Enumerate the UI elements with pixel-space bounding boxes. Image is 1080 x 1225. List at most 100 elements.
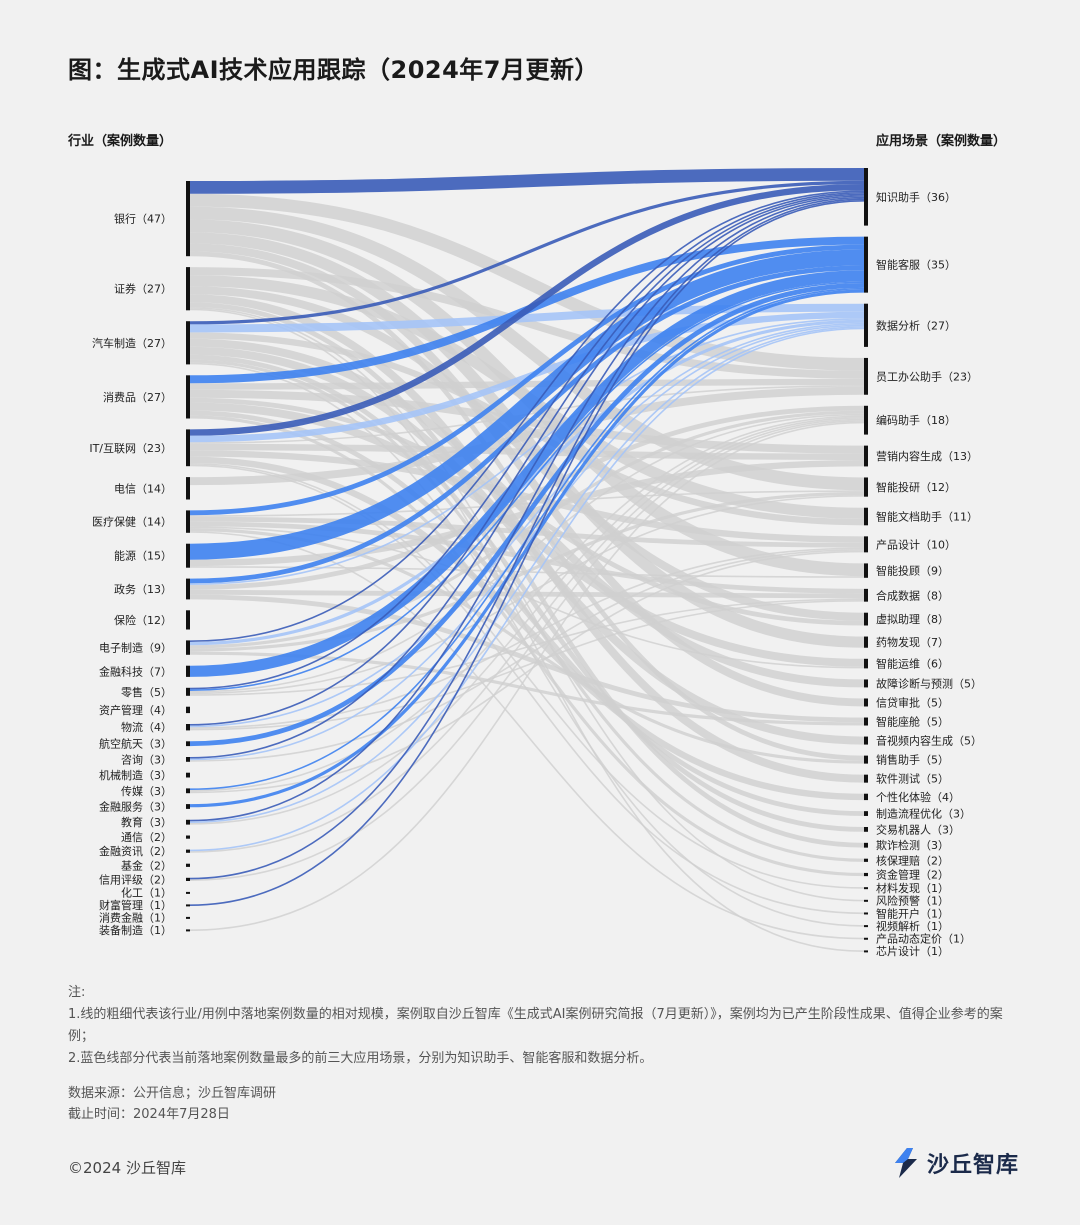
industry-node-8: [186, 578, 190, 600]
flow-top3-14: [189, 180, 865, 325]
flow-56: [189, 491, 865, 652]
scenario-node-25: [864, 872, 868, 877]
flow-16: [189, 332, 865, 526]
scenario-label-9: 智能投顾（9）: [876, 564, 949, 578]
industry-node-13: [186, 706, 190, 714]
industry-node-28: [186, 929, 190, 932]
flow-62: [189, 495, 865, 695]
industry-node-3: [186, 375, 190, 419]
scenario-column-header: 应用场景（案例数量）: [876, 134, 1007, 149]
industry-label-2: 汽车制造（27）: [92, 336, 172, 350]
scenario-label-7: 智能文档助手（11）: [876, 510, 978, 524]
industry-node-17: [186, 772, 190, 778]
flow-84: [189, 421, 865, 931]
industry-label-20: 教育（3）: [121, 815, 172, 829]
flow-top3-69: [189, 195, 865, 759]
flow-top3-75: [189, 289, 865, 808]
industry-node-12: [186, 687, 190, 696]
flow-top3-76: [189, 196, 865, 822]
industry-label-7: 能源（15）: [114, 549, 172, 563]
industry-label-10: 电子制造（9）: [99, 641, 172, 655]
logo: 沙丘智库: [892, 1146, 1019, 1180]
flow-top3-54: [189, 319, 865, 646]
sankey-chart: 银行（47） 证券（27） 汽车制造（27） 消费品（27） IT/互联网（23） 电信（…: [89, 168, 982, 958]
page-title: 图：生成式AI技术应用跟踪（2024年7月更新）: [68, 56, 599, 84]
flow-top3-58: [189, 270, 865, 677]
scenario-node-2: [864, 303, 868, 347]
industry-node-0: [186, 181, 190, 257]
data-source: 数据来源：公开信息；沙丘智库调研: [68, 1086, 277, 1101]
flow-50: [189, 405, 865, 590]
scenario-node-10: [864, 588, 868, 602]
scenario-node-27: [864, 899, 868, 902]
industry-label-11: 金融科技（7）: [99, 664, 172, 678]
scenario-node-17: [864, 736, 868, 745]
logo-icon: [895, 1148, 917, 1178]
industry-node-22: [186, 849, 190, 853]
industry-label-13: 资产管理（4）: [99, 703, 172, 717]
industry-label-28: 装备制造（1）: [99, 923, 172, 937]
industry-node-1: [186, 267, 190, 311]
flow-top3-29: [189, 184, 865, 436]
nodes: [186, 168, 868, 953]
labels: 银行（47） 证券（27） 汽车制造（27） 消费品（27） IT/互联网（23） 电信（…: [89, 190, 982, 958]
industry-label-12: 零售（5）: [121, 685, 172, 699]
flow-37: [189, 386, 865, 486]
scenario-node-0: [864, 168, 868, 226]
flow-top3-77: [189, 326, 865, 823]
flow-39: [189, 490, 865, 517]
flow-top3-79: [189, 327, 865, 852]
industry-label-14: 物流（4）: [121, 720, 172, 734]
scenario-node-14: [864, 679, 868, 688]
scenario-node-7: [864, 507, 868, 526]
scenario-label-10: 合成数据（8）: [876, 588, 949, 602]
top3-flows: [189, 168, 865, 906]
scenario-label-26: 材料发现（1）: [876, 881, 949, 895]
industry-node-2: [186, 321, 190, 365]
scenario-label-30: 产品动态定价（1）: [876, 932, 971, 946]
flow-27: [189, 410, 865, 816]
flow-55: [189, 410, 865, 649]
scenario-node-26: [864, 887, 868, 890]
flow-73: [189, 415, 865, 792]
scenario-label-13: 智能运维（6）: [876, 657, 949, 671]
scenario-label-21: 制造流程优化（3）: [876, 807, 971, 821]
scenario-label-16: 智能座舱（5）: [876, 715, 949, 729]
logo-text: 沙丘智库: [927, 1153, 1020, 1178]
scenario-label-19: 软件测试（5）: [876, 772, 949, 786]
flow-top3-64: [189, 193, 865, 726]
scenario-label-20: 个性化体验（4）: [876, 790, 960, 804]
scenario-node-15: [864, 698, 868, 707]
scenario-node-19: [864, 774, 868, 783]
flow-63: [189, 598, 865, 696]
industry-column-header: 行业（案例数量）: [68, 134, 173, 149]
notes: 注: 1.线的粗细代表该行业/用例中落地案例数量的相对规模，案例取自沙丘智库《生…: [68, 982, 1018, 1070]
scenario-label-14: 故障诊断与预测（5）: [876, 676, 982, 690]
industry-node-25: [186, 891, 190, 894]
scenario-label-4: 编码助手（18）: [876, 413, 956, 427]
scenario-label-28: 智能开户（1）: [876, 906, 949, 920]
notes-heading: 注:: [68, 985, 86, 1000]
scenario-node-30: [864, 937, 868, 940]
note-line-2: 2.蓝色线部分代表当前落地案例数量最多的前三大应用场景，分别为知识助手、智能客服…: [68, 1051, 653, 1066]
scenario-label-22: 交易机器人（3）: [876, 822, 960, 836]
scenario-label-31: 芯片设计（1）: [876, 944, 949, 958]
flow-top3-53: [189, 190, 865, 642]
flow-top3-38: [189, 244, 865, 516]
flow-82: [189, 420, 865, 881]
scenario-node-3: [864, 357, 868, 395]
scenario-label-12: 药物发现（7）: [876, 635, 949, 649]
scenario-node-28: [864, 912, 868, 915]
scenario-node-4: [864, 405, 868, 435]
flow-top3-68: [189, 283, 865, 747]
industry-node-27: [186, 916, 190, 919]
scenario-node-5: [864, 445, 868, 467]
scenario-label-5: 营销内容生成（13）: [876, 449, 978, 463]
industry-label-8: 政务（13）: [114, 582, 172, 596]
flow-40: [189, 516, 865, 548]
scenario-label-24: 核保理赔（2）: [876, 853, 949, 867]
industry-label-26: 财富管理（1）: [99, 898, 172, 912]
scenario-label-27: 风险预警（1）: [876, 894, 949, 908]
scenario-node-6: [864, 477, 868, 497]
source-info: 数据来源：公开信息；沙丘智库调研 截止时间：2024年7月28日: [68, 1083, 276, 1125]
